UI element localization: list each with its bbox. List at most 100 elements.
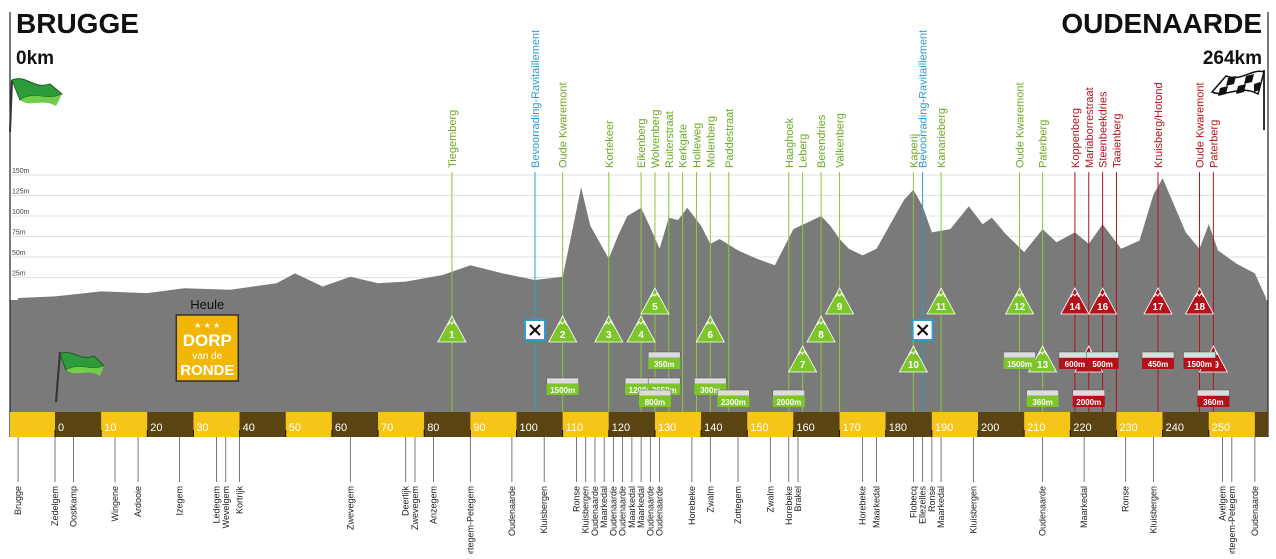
band-segment <box>10 412 55 437</box>
cobble-sector-length: 300m <box>700 386 720 395</box>
climb-number: 2 <box>560 330 566 341</box>
x-tick-label: 20 <box>150 422 162 434</box>
cobble-sector-badge <box>694 384 727 395</box>
band-segment <box>1070 412 1117 437</box>
cobbles-icon <box>546 377 579 385</box>
town-name: Avelgem <box>1218 486 1228 521</box>
town-name: Oudenaarde <box>645 486 655 536</box>
towns: Brugge Zedelgem Oostkamp Wingene Ardooie Izeg… <box>13 437 1260 559</box>
band-segment <box>1254 412 1268 437</box>
climb-label: Eikenberg <box>636 118 648 168</box>
town-name: Flobecq <box>908 486 918 518</box>
climb-number: 9 <box>837 302 843 313</box>
town-name: Ardooie <box>133 486 143 517</box>
band-segment <box>331 412 379 437</box>
climb-number: 6 <box>708 330 714 341</box>
town-name: Horebeke <box>858 486 868 525</box>
cobble-sector-length: 2300m <box>721 398 746 407</box>
mountain-glyph-icon <box>558 320 568 326</box>
band-segment <box>101 412 148 437</box>
climb-marker-icon <box>626 315 656 343</box>
town-name: Wortegem-Petegem <box>465 486 475 554</box>
town-name: Brugge <box>13 486 23 515</box>
start-distance: 0km <box>16 48 54 69</box>
town-name: Kluisbergen <box>539 486 549 534</box>
cobbles-icon <box>1026 389 1059 397</box>
cobble-sector-badge <box>625 384 658 395</box>
x-tick-label: 100 <box>520 422 538 434</box>
y-tick-label: 50m <box>12 250 26 257</box>
cobble-sector-length: 1500m <box>550 386 575 395</box>
town-name: Wevelgem <box>221 486 231 528</box>
hot-climb-label: Koppenberg <box>1070 108 1082 168</box>
town-name: Kluisbergen <box>1148 486 1158 534</box>
cobbles-icon <box>1197 389 1230 397</box>
town-name: Izegem <box>175 486 185 516</box>
band-segment <box>1116 412 1163 437</box>
climb-number: 1 <box>449 330 455 341</box>
cobbles-icon <box>694 377 727 385</box>
climb-label: Leberg <box>798 134 810 168</box>
cobbles-icon <box>1072 389 1106 397</box>
cobble-sector-badge <box>1072 396 1105 407</box>
hot-climb-label: Taaienberg <box>1111 114 1123 168</box>
x-tick-label: 150 <box>750 422 768 434</box>
cobbles-icon <box>1086 351 1119 359</box>
cobbles-icon <box>1058 351 1092 359</box>
finish-flag-icon <box>1210 70 1265 130</box>
band-segment <box>931 412 978 437</box>
cobble-sector-badge <box>1026 396 1059 407</box>
town-name: Oudenaarde <box>1038 486 1048 536</box>
cobble-sector-badge <box>1183 358 1216 369</box>
mountain-glyph-icon <box>650 292 660 298</box>
town-name: Ronse <box>927 486 937 512</box>
climb-marker-icon <box>1060 287 1090 315</box>
climb-label: Wolvenberg <box>650 110 662 169</box>
distance-band: 0 10 20 30 40 50 60 70 80 90 100 110 120 130 140 150 160… <box>10 412 1268 437</box>
band-segment <box>608 412 655 437</box>
town-name: Kluisbergen <box>968 486 978 534</box>
mountain-glyph-icon <box>1195 292 1204 298</box>
town-name: Anzegem <box>428 486 438 524</box>
town-name: Ronse <box>571 486 581 512</box>
mountain-glyph-icon <box>447 320 457 326</box>
cobbles-icon <box>647 377 681 385</box>
x-tick-label: 50 <box>289 422 301 434</box>
climb-label: Kortekeer <box>604 120 616 168</box>
start-line-flag-icon <box>55 351 105 403</box>
cobbles-icon <box>717 389 750 397</box>
climb-label: Haaghoek <box>784 117 796 168</box>
cobble-sector-length: 450m <box>1148 360 1168 369</box>
cobble-sector-length: 1500m <box>1007 360 1032 369</box>
climb-number: 16 <box>1097 302 1109 313</box>
band-segment <box>654 412 702 437</box>
climb-labels: Tiegemberg Oude Kwaremont Kortekeer Eikenbe… <box>447 30 1220 420</box>
town-name: Ledegem <box>212 486 222 524</box>
town-name: Oudenaarde <box>507 486 517 536</box>
mountain-glyph-icon <box>705 320 715 326</box>
town-name: Zedelgem <box>50 486 60 526</box>
climb-label: Kerkgate <box>678 124 690 168</box>
mountain-glyph-icon <box>1098 292 1108 298</box>
climb-label: Berendries <box>816 114 828 168</box>
climb-number: 7 <box>800 360 806 371</box>
start-city: BRUGGE <box>16 8 139 39</box>
climb-marker-icon <box>1143 287 1173 315</box>
band-segment <box>701 412 748 437</box>
cobble-sector-badge <box>1197 396 1230 407</box>
mountain-glyph-icon <box>1070 292 1080 298</box>
town-name: Oostkamp <box>68 486 78 527</box>
band-segment <box>1208 412 1255 437</box>
cobble-sector-length: 360m <box>1203 398 1223 407</box>
town-name: Maarkedal <box>871 486 881 528</box>
climb-marker-icon <box>1027 345 1058 373</box>
town-name: Deerlijk <box>401 486 411 517</box>
band-segment <box>1024 412 1071 437</box>
town-name: Maarkedal <box>599 486 609 528</box>
town-name: Oudenaarde <box>655 486 665 536</box>
cobble-sector-length: 800m <box>645 398 665 407</box>
x-tick-label: 160 <box>796 422 814 434</box>
climb-label: Tiegemberg <box>447 110 459 168</box>
